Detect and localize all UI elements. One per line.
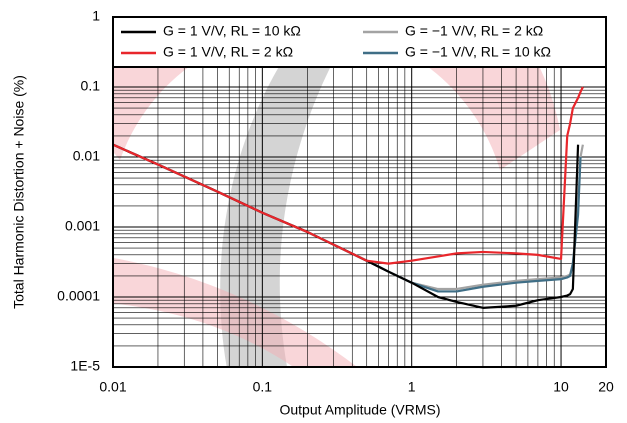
x-tick-label: 0.1 — [253, 379, 273, 395]
y-tick-label: 1 — [92, 8, 100, 24]
legend: G = 1 V/V, RL = 10 kΩ G = −1 V/V, RL = 2 … — [112, 16, 607, 68]
x-tick-label: 20 — [598, 379, 614, 395]
y-tick-label: 0.01 — [73, 148, 100, 164]
legend-label: G = 1 V/V, RL = 10 kΩ — [163, 23, 301, 39]
x-tick-label: 0.01 — [99, 379, 126, 395]
legend-label: G = −1 V/V, RL = 2 kΩ — [405, 23, 543, 39]
y-tick-label: 0.0001 — [57, 288, 100, 304]
x-axis-label: Output Amplitude (VRMS) — [279, 402, 440, 418]
y-tick-label: 0.001 — [65, 218, 100, 234]
y-axis-label: Total Harmonic Distortion + Noise (%) — [11, 75, 27, 309]
legend-box — [112, 16, 607, 68]
series-line — [112, 143, 584, 291]
legend-label: G = 1 V/V, RL = 2 kΩ — [163, 44, 293, 60]
y-tick-label: 0.1 — [81, 78, 101, 94]
x-tick-label: 10 — [553, 379, 569, 395]
lines — [112, 86, 584, 309]
x-tick-label: 1 — [408, 379, 416, 395]
series-line — [112, 143, 582, 293]
y-tick-label: 1E-5 — [70, 358, 100, 374]
legend-label: G = −1 V/V, RL = 10 kΩ — [405, 44, 551, 60]
series-line — [112, 86, 584, 265]
